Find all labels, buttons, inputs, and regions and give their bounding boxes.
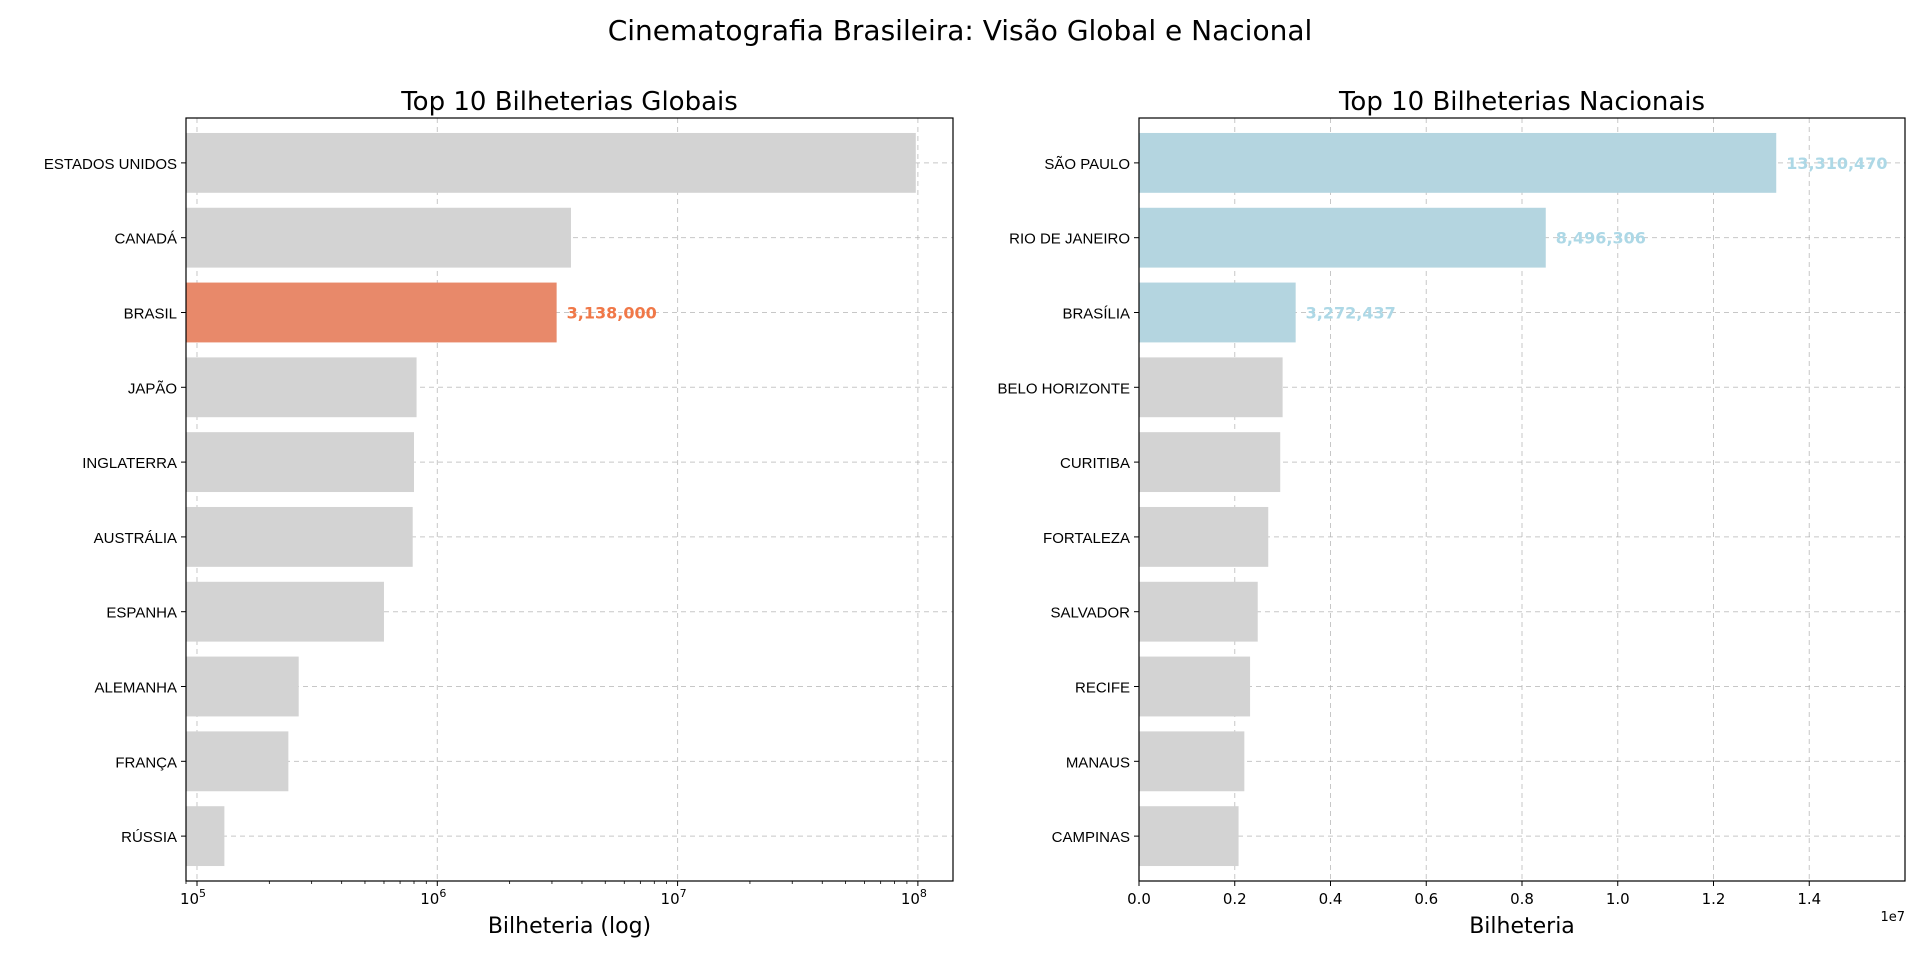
y-tick-label: BELO HORIZONTE xyxy=(997,380,1130,397)
bar xyxy=(186,506,413,567)
y-tick-label: MANAUS xyxy=(1066,754,1130,771)
x-axis-title: Bilheteria (log) xyxy=(488,914,651,939)
x-tick-label: 106 xyxy=(420,887,446,908)
bar-value-label: 13,310,470 xyxy=(1786,154,1887,173)
bar xyxy=(186,207,571,268)
bar xyxy=(1139,581,1258,642)
bar xyxy=(186,432,415,493)
bar xyxy=(1139,357,1283,418)
y-tick-label: BRASIL xyxy=(124,305,177,322)
bar-value-label: 3,272,437 xyxy=(1306,303,1396,322)
x-tick-label: 0.6 xyxy=(1414,890,1438,908)
x-tick-label-base: 10 xyxy=(661,890,680,908)
y-tick-label: FORTALEZA xyxy=(1043,530,1130,547)
axes-frame xyxy=(185,117,954,882)
bar xyxy=(186,656,299,717)
panel-title: Top 10 Bilheterias Globais xyxy=(400,87,738,117)
y-tick-label: RIO DE JANEIRO xyxy=(1009,231,1130,248)
bar xyxy=(1139,132,1777,193)
bar xyxy=(1139,656,1251,717)
x-tick-label: 0.0 xyxy=(1127,890,1151,908)
x-tick-label: 107 xyxy=(661,887,687,908)
y-tick-label: RÚSSIA xyxy=(121,829,177,846)
y-tick-label: FRANÇA xyxy=(115,754,177,771)
y-tick-label: INGLATERRA xyxy=(82,455,177,472)
bar xyxy=(186,282,557,343)
bar xyxy=(186,132,916,193)
bar xyxy=(186,731,289,792)
x-tick-label-exponent: 8 xyxy=(920,887,927,900)
panel-global: 3,138,000 ESTADOS UNIDOS CANADÁ BRASIL JAPÃO… xyxy=(44,87,954,939)
y-tick-label: CANADÁ xyxy=(114,231,177,248)
y-tick-label: SALVADOR xyxy=(1051,605,1131,622)
y-tick-label: RECIFE xyxy=(1075,680,1130,697)
x-tick-label-exponent: 7 xyxy=(680,887,687,900)
x-tick-label: 0.4 xyxy=(1319,890,1343,908)
x-tick-label: 1.2 xyxy=(1702,890,1726,908)
x-tick-label: 105 xyxy=(180,887,206,908)
y-tick-label: CAMPINAS xyxy=(1052,829,1130,846)
bar-value-label: 8,496,306 xyxy=(1556,229,1646,248)
panel-title: Top 10 Bilheterias Nacionais xyxy=(1338,87,1705,117)
x-tick-label: 0.8 xyxy=(1510,890,1534,908)
y-tick-label: JAPÃO xyxy=(128,380,177,397)
y-tick-label: CURITIBA xyxy=(1060,455,1130,472)
x-tick-label-exponent: 5 xyxy=(199,887,206,900)
y-tick-label: ESTADOS UNIDOS xyxy=(44,156,177,173)
bar xyxy=(1139,207,1546,268)
x-tick-label-base: 10 xyxy=(180,890,199,908)
bar xyxy=(1139,282,1296,343)
bar xyxy=(186,581,384,642)
x-tick-label: 1.0 xyxy=(1606,890,1630,908)
y-tick-label: BRASÍLIA xyxy=(1062,305,1130,322)
x-tick-label: 1.4 xyxy=(1797,890,1821,908)
bar xyxy=(1139,731,1245,792)
x-tick-label-base: 10 xyxy=(420,890,439,908)
bar xyxy=(1139,432,1281,493)
x-tick-label-base: 10 xyxy=(901,890,920,908)
x-tick-label-exponent: 6 xyxy=(439,887,446,900)
panel-national: 13,310,470 8,496,306 3,272,437 SÃO PAULO RIO… xyxy=(997,87,1906,939)
figure-suptitle: Cinematografia Brasileira: Visão Global … xyxy=(608,14,1313,47)
bar xyxy=(186,806,225,867)
x-tick-label: 108 xyxy=(901,887,927,908)
y-tick-label: ESPANHA xyxy=(106,605,177,622)
x-axis-title: Bilheteria xyxy=(1469,914,1575,939)
y-tick-label: AUSTRÁLIA xyxy=(94,530,177,547)
bar xyxy=(1139,806,1239,867)
x-tick-label: 0.2 xyxy=(1223,890,1247,908)
bar-value-label: 3,138,000 xyxy=(567,303,657,322)
y-tick-label: SÃO PAULO xyxy=(1044,156,1130,173)
x-offset-label: 1e7 xyxy=(1880,910,1905,925)
bar xyxy=(186,357,417,418)
bar xyxy=(1139,506,1269,567)
y-tick-label: ALEMANHA xyxy=(94,680,177,697)
